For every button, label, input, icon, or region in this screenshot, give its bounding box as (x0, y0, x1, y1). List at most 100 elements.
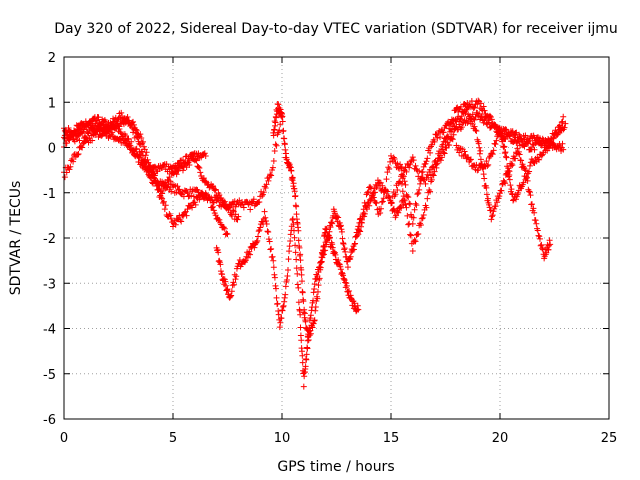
data-point (105, 128, 112, 135)
data-point (185, 193, 192, 200)
data-point (415, 230, 422, 237)
data-point (316, 263, 323, 270)
data-point (292, 242, 299, 249)
data-point (319, 254, 326, 261)
data-point (134, 134, 141, 141)
series-track-4 (61, 109, 209, 197)
data-point (233, 273, 240, 280)
data-point (512, 196, 519, 203)
data-point (174, 183, 181, 190)
data-point (184, 189, 191, 196)
data-point (474, 167, 481, 174)
data-point (63, 140, 70, 147)
data-point (73, 136, 80, 143)
data-point (311, 285, 318, 292)
data-point (437, 134, 444, 141)
data-point (186, 162, 193, 169)
data-point (427, 188, 434, 195)
data-point (254, 237, 261, 244)
data-point (450, 131, 457, 138)
data-point (278, 315, 285, 322)
data-point (291, 234, 298, 241)
data-point (338, 226, 345, 233)
data-point (523, 175, 530, 182)
data-point (434, 135, 441, 142)
data-point (272, 282, 279, 289)
data-point (451, 123, 458, 130)
x-tick-label: 25 (601, 431, 618, 446)
data-point (383, 176, 390, 183)
data-point (253, 239, 260, 246)
data-point (222, 282, 229, 289)
data-point (176, 186, 183, 193)
data-point (276, 324, 283, 331)
data-point (558, 125, 565, 132)
data-point (325, 234, 332, 241)
data-point (247, 206, 254, 213)
data-point (206, 195, 213, 202)
data-point (264, 228, 271, 235)
y-tick-label: -3 (43, 277, 56, 292)
data-point (385, 194, 392, 201)
data-point (190, 193, 197, 200)
data-point (284, 272, 291, 279)
data-point (162, 202, 169, 209)
data-point (341, 246, 348, 253)
x-tick-label: 20 (492, 431, 509, 446)
data-point (74, 151, 81, 158)
y-tick-label: -5 (43, 368, 56, 383)
data-point (350, 246, 357, 253)
data-point (124, 113, 131, 120)
data-point (160, 187, 167, 194)
data-point (475, 140, 482, 147)
data-point (337, 266, 344, 273)
data-point (250, 196, 257, 203)
data-point (297, 311, 304, 318)
data-point (305, 334, 312, 341)
data-point (390, 154, 397, 161)
data-point (498, 136, 505, 143)
data-point (99, 126, 106, 133)
data-point (489, 151, 496, 158)
data-point (286, 248, 293, 255)
data-point (295, 299, 302, 306)
data-point (224, 231, 231, 238)
data-point (181, 159, 188, 166)
data-point (486, 119, 493, 126)
data-point (301, 306, 308, 313)
data-point (244, 254, 251, 261)
data-point (118, 109, 125, 116)
data-point (302, 318, 309, 325)
data-point (336, 219, 343, 226)
data-point (290, 180, 297, 187)
data-point (477, 156, 484, 163)
data-point (508, 190, 515, 197)
data-point (328, 219, 335, 226)
data-point (148, 167, 155, 174)
data-point (437, 157, 444, 164)
data-point (496, 124, 503, 131)
data-point (132, 146, 139, 153)
data-point (256, 227, 263, 234)
data-point (411, 237, 418, 244)
data-point (133, 133, 140, 140)
data-point (329, 241, 336, 248)
data-point (361, 199, 368, 206)
data-point (308, 304, 315, 311)
data-point (394, 208, 401, 215)
data-point (464, 99, 471, 106)
data-point (315, 268, 322, 275)
data-point (405, 221, 412, 228)
data-point (545, 246, 552, 253)
data-point (559, 118, 566, 125)
data-point (378, 199, 385, 206)
data-point (209, 182, 216, 189)
data-point (351, 300, 358, 307)
data-point (407, 232, 414, 239)
data-point (215, 249, 222, 256)
data-point (273, 285, 280, 292)
data-point (240, 204, 247, 211)
data-point (527, 192, 534, 199)
data-point (267, 171, 274, 178)
data-point (282, 146, 289, 153)
